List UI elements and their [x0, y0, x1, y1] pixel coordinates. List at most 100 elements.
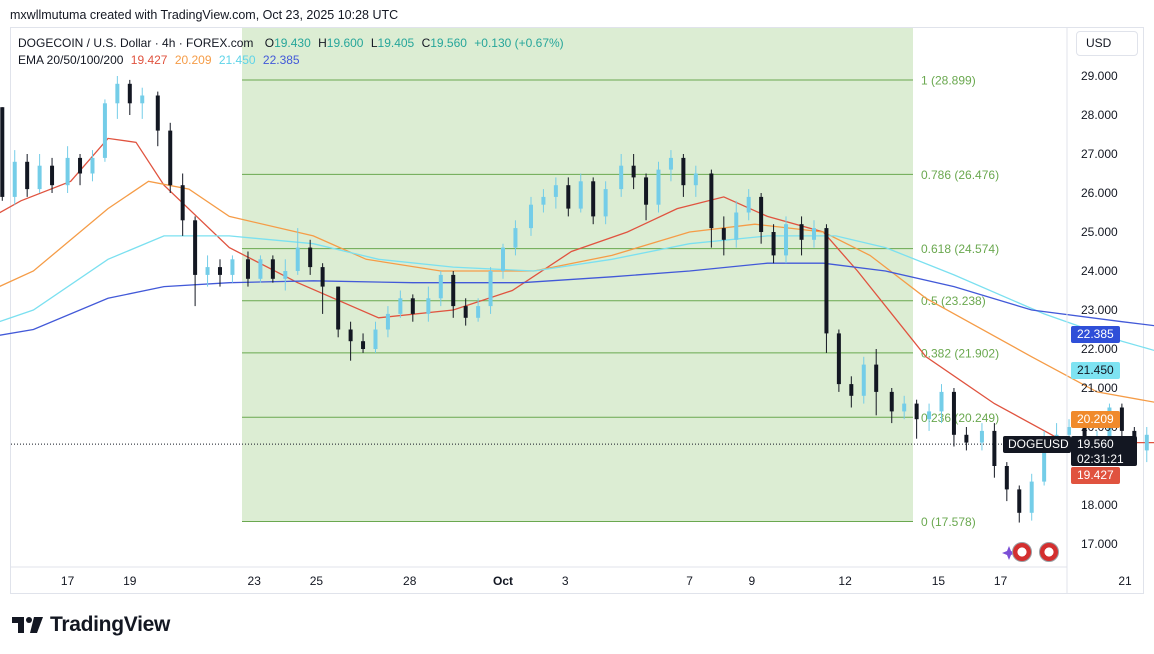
candle: [631, 154, 636, 190]
candle-body: [1042, 438, 1047, 482]
candle: [270, 255, 275, 283]
ema200-value: 22.385: [262, 53, 300, 67]
candle: [746, 189, 751, 221]
candle-body: [90, 157, 95, 174]
us-flag-event-icon-2[interactable]: [1039, 542, 1059, 562]
us-flag-event-icon[interactable]: [1012, 542, 1032, 562]
candle: [102, 99, 107, 162]
fib-level-label: 0.618 (24.574): [921, 242, 999, 256]
candle-body: [155, 95, 160, 131]
symbol-price-tag: DOGEUSD: [1003, 436, 1071, 453]
candle: [914, 399, 919, 439]
x-tick-label: 9: [748, 574, 755, 588]
symbol-legend: DOGECOIN / U.S. Dollar · 4h · FOREX.com …: [18, 36, 568, 50]
candle-body: [914, 403, 919, 420]
candle: [603, 181, 608, 225]
candle: [205, 255, 210, 287]
candle: [927, 403, 932, 431]
currency-button[interactable]: USD: [1076, 31, 1138, 56]
ema20-price-tag: 19.427: [1071, 467, 1120, 484]
candle: [320, 263, 325, 314]
candle: [65, 146, 70, 193]
candle: [681, 154, 686, 197]
candle: [1029, 473, 1034, 521]
last-price-value: 19.560: [1077, 437, 1114, 451]
low-label: L: [370, 36, 378, 50]
ema-line-ema20: [0, 137, 1154, 444]
candle: [37, 154, 42, 193]
candle: [849, 376, 854, 408]
candle-body: [1144, 434, 1149, 451]
candle-body: [799, 224, 804, 240]
tradingview-logo[interactable]: TradingView: [12, 613, 170, 637]
candle: [476, 298, 481, 322]
ema100-price-tag: 21.450: [1071, 362, 1120, 379]
candle: [193, 216, 198, 307]
candle-body: [168, 130, 173, 186]
candle-body: [398, 298, 403, 314]
candle: [902, 395, 907, 420]
ema-label[interactable]: EMA 20/50/100/200: [18, 53, 124, 67]
candle-body: [874, 364, 879, 392]
countdown-value: 02:31:21: [1077, 452, 1124, 466]
candle-body: [541, 196, 546, 205]
fib-level-label: 0 (17.578): [921, 515, 976, 529]
candle: [217, 259, 222, 287]
candle-body: [964, 434, 969, 443]
candle-body: [591, 181, 596, 217]
candle: [861, 356, 866, 404]
candle: [25, 154, 30, 197]
candle: [734, 200, 739, 248]
low-value: 19.405: [377, 36, 415, 50]
ema50-price-tag: 20.209: [1071, 411, 1120, 428]
candle: [513, 220, 518, 256]
candle-body: [501, 247, 505, 271]
candle-body: [102, 103, 107, 158]
candle-body: [438, 274, 443, 299]
candle-body: [270, 259, 275, 279]
candle-body: [361, 341, 366, 349]
candle: [812, 220, 816, 248]
candle: [889, 388, 894, 424]
sparkle-icon[interactable]: [1001, 545, 1017, 561]
open-value: 19.430: [274, 36, 311, 50]
candle-body: [824, 228, 829, 334]
candle-body: [1029, 481, 1034, 513]
candle-body: [410, 298, 415, 314]
candle: [992, 423, 997, 478]
tradingview-wordmark: TradingView: [50, 613, 171, 636]
candle: [348, 321, 353, 361]
candle: [90, 150, 95, 182]
y-tick-label: 27.000: [1081, 147, 1118, 161]
ema50-value: 20.209: [174, 53, 212, 67]
candle: [488, 267, 493, 314]
candle-body: [348, 329, 353, 342]
candle-body: [566, 185, 571, 209]
candle: [693, 165, 698, 197]
candle-body: [681, 157, 686, 186]
candle-body: [180, 185, 185, 221]
candle-body: [889, 391, 894, 412]
candle: [283, 259, 288, 291]
candle: [668, 150, 673, 182]
candle-body: [385, 313, 390, 330]
fib-level-label: 0.786 (26.476): [921, 168, 999, 182]
symbol-title[interactable]: DOGECOIN / U.S. Dollar · 4h · FOREX.com: [18, 36, 254, 50]
candle-body: [693, 173, 698, 186]
ema200-price-tag: 22.385: [1071, 326, 1120, 343]
ema-legend: EMA 20/50/100/200 19.427 20.209 21.450 2…: [18, 53, 304, 67]
candle-body: [50, 165, 55, 186]
candle-body: [193, 220, 198, 275]
candle-body: [849, 384, 854, 396]
candle: [721, 216, 726, 256]
candle-body: [37, 165, 42, 190]
candle-body: [451, 274, 456, 307]
candle: [115, 76, 120, 119]
candle-body: [336, 286, 341, 330]
y-tick-label: 21.000: [1081, 381, 1118, 395]
candle-body: [1004, 466, 1009, 490]
candle: [180, 173, 185, 236]
candle: [451, 271, 456, 318]
candle-body: [426, 298, 431, 314]
